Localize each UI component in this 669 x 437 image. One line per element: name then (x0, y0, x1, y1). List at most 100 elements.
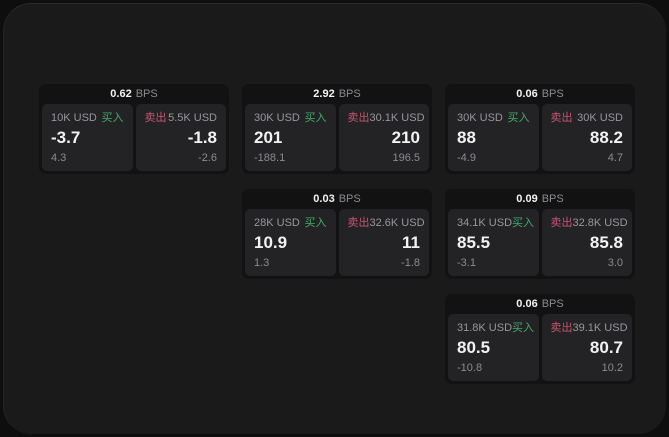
buy-price: 88 (457, 128, 476, 147)
bps-unit-label: BPS (338, 193, 361, 205)
buy-delta: -10.8 (457, 362, 483, 374)
card-body: 28K USD 买入 10.9 1.3 卖出 32.6K USD 11 -1.8 (242, 209, 432, 279)
sell-side-label: 卖出 (347, 217, 370, 229)
buy-side-label: 买入 (512, 217, 535, 229)
bps-unit-label: BPS (541, 193, 564, 205)
sell-delta: -2.6 (198, 152, 217, 164)
buy-price: 10.9 (254, 233, 288, 252)
card-header: 0.03 BPS (242, 189, 432, 209)
buy-delta: 4.3 (51, 152, 67, 164)
buy-top-row: 10K USD 买入 (51, 112, 124, 125)
sell-panel[interactable]: 卖出 30K USD 88.2 4.7 (541, 104, 632, 171)
card-body: 30K USD 买入 88 -4.9 卖出 30K USD 88.2 4.7 (445, 104, 635, 174)
bps-value: 0.09 (516, 193, 538, 205)
sell-panel[interactable]: 卖出 30.1K USD 210 196.5 (338, 104, 429, 171)
buy-panel[interactable]: 34.1K USD 买入 85.5 -3.1 (448, 209, 539, 276)
sell-amount: 30.1K USD (369, 112, 425, 124)
bps-value: 2.92 (313, 88, 335, 100)
sell-side-label: 卖出 (144, 112, 167, 124)
card-header: 0.09 BPS (445, 189, 635, 209)
buy-side-label: 买入 (304, 217, 327, 229)
quote-card[interactable]: 2.92 BPS 30K USD 买入 201 -188.1 卖出 30.1K … (242, 84, 432, 174)
sell-price: 11 (402, 233, 420, 252)
buy-price: -3.7 (51, 128, 81, 147)
sell-top-row: 卖出 30.1K USD (347, 112, 425, 125)
buy-delta: -4.9 (457, 152, 476, 164)
sell-panel[interactable]: 卖出 32.8K USD 85.8 3.0 (541, 209, 632, 276)
buy-panel[interactable]: 30K USD 买入 88 -4.9 (448, 104, 539, 171)
buy-top-row: 34.1K USD 买入 (457, 217, 534, 230)
sell-top-row: 卖出 5.5K USD (145, 112, 218, 125)
sell-delta: 4.7 (607, 152, 623, 164)
bps-unit-label: BPS (541, 298, 564, 310)
sell-price: 210 (391, 128, 420, 147)
sell-amount: 5.5K USD (168, 112, 217, 124)
sell-top-row: 卖出 39.1K USD (550, 322, 628, 335)
buy-top-row: 30K USD 买入 (457, 112, 530, 125)
bps-unit-label: BPS (135, 88, 158, 100)
buy-delta: -3.1 (457, 257, 476, 269)
sell-amount: 32.6K USD (369, 217, 425, 229)
buy-amount: 30K USD (457, 112, 503, 124)
buy-amount: 31.8K USD (457, 322, 513, 334)
card-header: 0.06 BPS (445, 84, 635, 104)
sell-side-label: 卖出 (550, 322, 573, 334)
buy-price: 80.5 (457, 338, 491, 357)
sell-price: 88.2 (589, 128, 623, 147)
card-header: 2.92 BPS (242, 84, 432, 104)
buy-amount: 30K USD (254, 112, 300, 124)
card-body: 10K USD 买入 -3.7 4.3 卖出 5.5K USD -1.8 -2.… (39, 104, 229, 174)
buy-side-label: 买入 (304, 112, 327, 124)
sell-delta: -1.8 (401, 257, 420, 269)
bps-value: 0.06 (516, 298, 538, 310)
sell-panel[interactable]: 卖出 5.5K USD -1.8 -2.6 (135, 104, 226, 171)
bps-unit-label: BPS (541, 88, 564, 100)
sell-amount: 32.8K USD (572, 217, 628, 229)
quote-card[interactable]: 0.06 BPS 31.8K USD 买入 80.5 -10.8 卖出 39.1… (445, 294, 635, 384)
card-body: 31.8K USD 买入 80.5 -10.8 卖出 39.1K USD 80.… (445, 314, 635, 384)
sell-side-label: 卖出 (347, 112, 370, 124)
quote-cards-grid: 0.62 BPS 10K USD 买入 -3.7 4.3 卖出 5.5K USD… (39, 84, 635, 384)
sell-delta: 196.5 (392, 152, 420, 164)
buy-panel[interactable]: 28K USD 买入 10.9 1.3 (245, 209, 336, 276)
quote-card[interactable]: 0.09 BPS 34.1K USD 买入 85.5 -3.1 卖出 32.8K… (445, 189, 635, 279)
quote-card[interactable]: 0.06 BPS 30K USD 买入 88 -4.9 卖出 30K USD 8… (445, 84, 635, 174)
bps-value: 0.62 (110, 88, 132, 100)
buy-top-row: 28K USD 买入 (254, 217, 327, 230)
sell-panel[interactable]: 卖出 39.1K USD 80.7 10.2 (541, 314, 632, 381)
buy-amount: 34.1K USD (457, 217, 513, 229)
buy-panel[interactable]: 10K USD 买入 -3.7 4.3 (42, 104, 133, 171)
sell-top-row: 卖出 30K USD (551, 112, 624, 125)
card-body: 34.1K USD 买入 85.5 -3.1 卖出 32.8K USD 85.8… (445, 209, 635, 279)
buy-side-label: 买入 (101, 112, 124, 124)
buy-side-label: 买入 (507, 112, 530, 124)
buy-price: 201 (254, 128, 283, 147)
sell-price: -1.8 (187, 128, 217, 147)
buy-panel[interactable]: 30K USD 买入 201 -188.1 (245, 104, 336, 171)
bps-value: 0.06 (516, 88, 538, 100)
card-body: 30K USD 买入 201 -188.1 卖出 30.1K USD 210 1… (242, 104, 432, 174)
buy-amount: 28K USD (254, 217, 300, 229)
sell-delta: 3.0 (607, 257, 623, 269)
bps-value: 0.03 (313, 193, 335, 205)
buy-delta: 1.3 (254, 257, 270, 269)
sell-price: 80.7 (589, 338, 623, 357)
bps-unit-label: BPS (338, 88, 361, 100)
buy-side-label: 买入 (512, 322, 535, 334)
sell-top-row: 卖出 32.6K USD (347, 217, 425, 230)
sell-side-label: 卖出 (550, 112, 573, 124)
quote-card[interactable]: 0.62 BPS 10K USD 买入 -3.7 4.3 卖出 5.5K USD… (39, 84, 229, 174)
buy-top-row: 31.8K USD 买入 (457, 322, 534, 335)
sell-panel[interactable]: 卖出 32.6K USD 11 -1.8 (338, 209, 429, 276)
sell-amount: 30K USD (577, 112, 623, 124)
sell-price: 85.8 (589, 233, 623, 252)
sell-delta: 10.2 (601, 362, 623, 374)
sell-side-label: 卖出 (550, 217, 573, 229)
sell-amount: 39.1K USD (572, 322, 628, 334)
buy-price: 85.5 (457, 233, 491, 252)
buy-amount: 10K USD (51, 112, 97, 124)
quote-card[interactable]: 0.03 BPS 28K USD 买入 10.9 1.3 卖出 32.6K US… (242, 189, 432, 279)
card-header: 0.62 BPS (39, 84, 229, 104)
buy-panel[interactable]: 31.8K USD 买入 80.5 -10.8 (448, 314, 539, 381)
buy-delta: -188.1 (254, 152, 286, 164)
